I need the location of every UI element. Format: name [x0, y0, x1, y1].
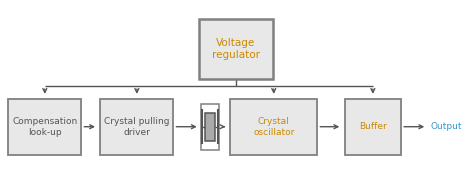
Text: Crystal
oscillator: Crystal oscillator: [253, 117, 295, 137]
Bar: [8, 99, 81, 155]
Bar: [199, 19, 273, 79]
Bar: [230, 99, 317, 155]
Text: Buffer: Buffer: [359, 122, 387, 131]
Text: Voltage
regulator: Voltage regulator: [212, 38, 260, 61]
Bar: [345, 99, 401, 155]
Text: Output: Output: [431, 122, 463, 131]
Bar: [100, 99, 173, 155]
Bar: [205, 113, 215, 141]
Text: Compensation
look-up: Compensation look-up: [12, 117, 77, 137]
Text: Crystal pulling
driver: Crystal pulling driver: [104, 117, 169, 137]
Bar: [201, 104, 219, 150]
